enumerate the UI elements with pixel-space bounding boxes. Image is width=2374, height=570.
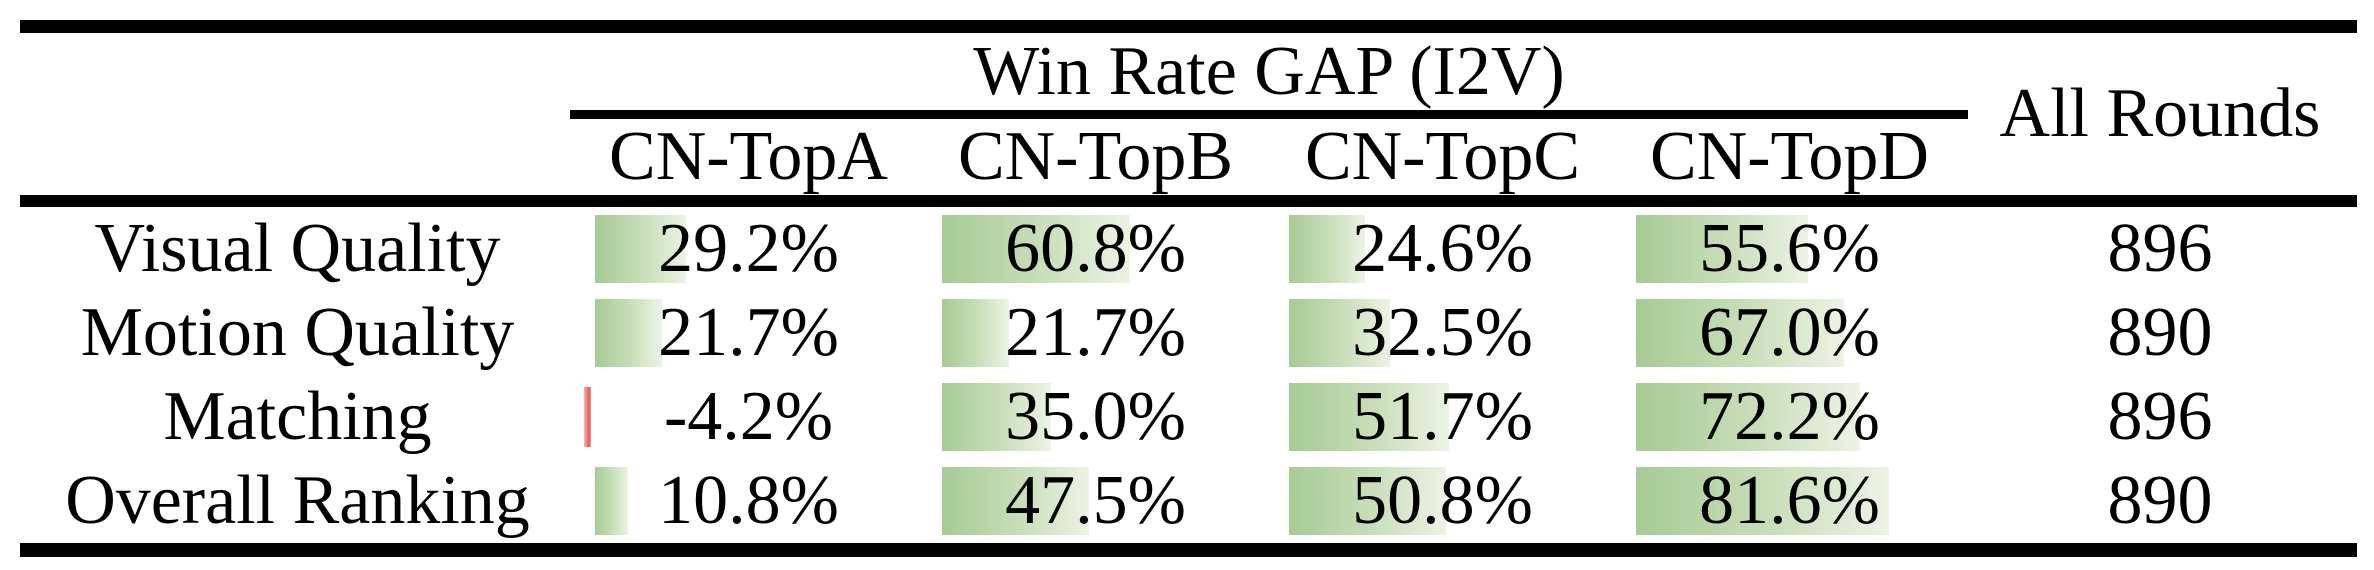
data-cell: 29.2% — [575, 207, 922, 291]
data-bar — [1636, 467, 1889, 535]
data-bar — [1289, 215, 1365, 283]
row-label: Overall Ranking — [65, 462, 530, 539]
data-bar — [1636, 383, 1860, 451]
cell-value: 29.2% — [658, 210, 839, 287]
all-rounds-value: 896 — [2107, 210, 2213, 287]
cell-value: 67.0% — [1699, 294, 1880, 371]
data-cell: 50.8% — [1269, 459, 1616, 543]
all-rounds-value: 890 — [2107, 294, 2213, 371]
data-cell: 60.8% — [922, 207, 1269, 291]
column-header-cn-topb: CN-TopB — [957, 118, 1234, 195]
data-bar — [595, 467, 628, 535]
data-bar — [942, 467, 1089, 535]
header-columns-row: CN-TopA CN-TopB CN-TopC CN-TopD — [20, 119, 2357, 195]
data-bar — [942, 299, 1009, 367]
results-table: Win Rate GAP (I2V) CN-TopA CN-TopB CN-To… — [20, 20, 2357, 557]
table-row-motion-quality: Motion Quality 21.7% 21.7% 32.5% 67.0% 8… — [20, 291, 2357, 375]
data-cell: 21.7% — [922, 291, 1269, 375]
data-cell: 55.6% — [1616, 207, 1963, 291]
data-bar-negative — [584, 387, 591, 447]
header-bottom-rule — [20, 195, 2357, 207]
cell-value: 50.8% — [1352, 462, 1533, 539]
cell-value: -4.2% — [663, 378, 834, 455]
cell-value: 51.7% — [1352, 378, 1533, 455]
data-cell: 24.6% — [1269, 207, 1616, 291]
data-cell: 51.7% — [1269, 375, 1616, 459]
header-group-row: Win Rate GAP (I2V) — [20, 33, 2357, 110]
cmidrule-row — [20, 110, 2357, 119]
cell-value: 55.6% — [1699, 210, 1880, 287]
data-cell: 35.0% — [922, 375, 1269, 459]
row-label: Visual Quality — [94, 210, 501, 287]
cell-value: 21.7% — [1005, 294, 1186, 371]
data-bar — [1289, 383, 1449, 451]
data-cell: 32.5% — [1269, 291, 1616, 375]
data-bar — [942, 215, 1130, 283]
data-bar — [1636, 215, 1808, 283]
cell-value: 60.8% — [1005, 210, 1186, 287]
all-rounds-value: 896 — [2107, 378, 2213, 455]
cell-value: 32.5% — [1352, 294, 1533, 371]
table-row-visual-quality: Visual Quality 29.2% 60.8% 24.6% 55.6% 8… — [20, 207, 2357, 291]
row-label: Matching — [163, 378, 432, 455]
data-cell: 21.7% — [575, 291, 922, 375]
cell-value: 72.2% — [1699, 378, 1880, 455]
cell-value: 47.5% — [1005, 462, 1186, 539]
data-bar — [1289, 467, 1446, 535]
cell-value: 81.6% — [1699, 462, 1880, 539]
cell-value: 21.7% — [658, 294, 839, 371]
cell-value: 35.0% — [1005, 378, 1186, 455]
data-cell: 47.5% — [922, 459, 1269, 543]
column-header-cn-topd: CN-TopD — [1650, 118, 1929, 195]
data-cell: 10.8% — [575, 459, 922, 543]
cell-value: 24.6% — [1352, 210, 1533, 287]
data-bar — [1636, 299, 1844, 367]
group-underline-rule — [570, 110, 1968, 119]
row-label: Motion Quality — [80, 294, 515, 371]
cell-value: 10.8% — [658, 462, 839, 539]
data-cell: -4.2% — [575, 375, 922, 459]
data-cell: 72.2% — [1616, 375, 1963, 459]
data-bar — [1289, 299, 1390, 367]
all-rounds-value: 890 — [2107, 462, 2213, 539]
column-group-title: Win Rate GAP (I2V) — [973, 32, 1565, 110]
table-row-overall-ranking: Overall Ranking 10.8% 47.5% 50.8% 81.6% … — [20, 459, 2357, 543]
top-rule — [20, 20, 2357, 33]
column-header-cn-topa: CN-TopA — [609, 118, 888, 195]
data-bar — [595, 215, 686, 283]
data-cell: 67.0% — [1616, 291, 1963, 375]
column-header-all-rounds: All Rounds — [1999, 75, 2321, 152]
column-header-cn-topc: CN-TopC — [1304, 118, 1581, 195]
data-cell: 81.6% — [1616, 459, 1963, 543]
data-bar — [595, 299, 662, 367]
data-bar — [942, 383, 1051, 451]
table-row-matching: Matching -4.2% 35.0% 51.7% 72.2% 896 — [20, 375, 2357, 459]
bottom-rule — [20, 543, 2357, 557]
